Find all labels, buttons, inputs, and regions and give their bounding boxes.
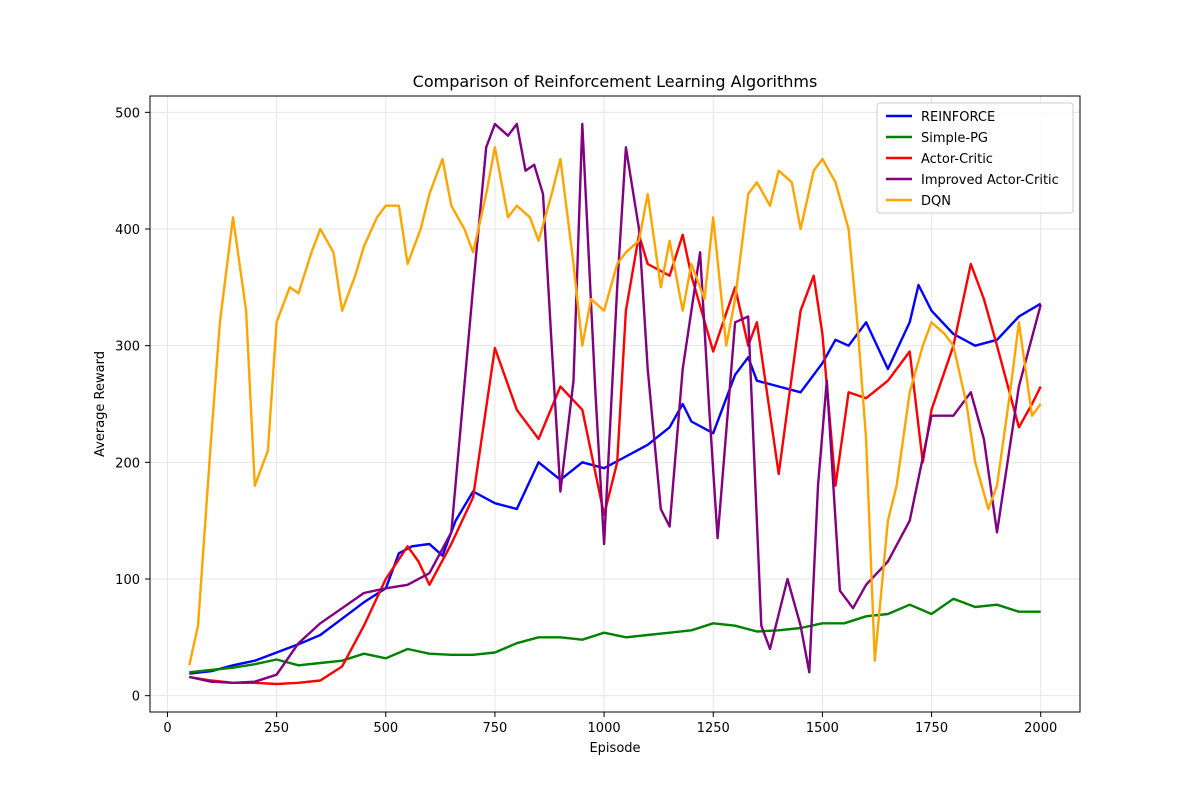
x-tick-label: 1750 <box>915 721 948 736</box>
legend-box <box>876 102 1074 214</box>
y-tick-label: 100 <box>115 573 140 588</box>
x-tick-label: 250 <box>264 721 289 736</box>
ticks: 0 250 500 750 1000 1250 1500 1750 2000 0 100 200 300… <box>115 106 1057 736</box>
y-tick-label: 0 <box>132 690 140 705</box>
x-tick-label: 1250 <box>697 721 730 736</box>
legend: REINFORCE Simple-PG Actor-Critic Improved A… <box>876 102 1074 214</box>
legend-label: REINFORCE <box>921 110 995 125</box>
x-tick-label: 0 <box>163 721 171 736</box>
x-tick-label: 1500 <box>806 721 839 736</box>
x-axis-label: Episode <box>589 741 640 756</box>
axes-frame <box>149 95 1081 713</box>
x-tick-label: 1000 <box>588 721 621 736</box>
x-tick-label: 500 <box>373 721 398 736</box>
series-line-dqn <box>188 146 1042 666</box>
series-line-improved-actor-critic <box>189 122 1042 684</box>
y-tick-label: 300 <box>115 340 140 355</box>
series-line-simple-pg <box>189 597 1041 674</box>
legend-label: Improved Actor-Critic <box>921 173 1059 188</box>
x-tick-label: 750 <box>483 721 508 736</box>
legend-label: Simple-PG <box>921 131 988 146</box>
chart-title: Comparison of Reinforcement Learning Alg… <box>413 72 818 91</box>
legend-label: DQN <box>921 194 951 209</box>
y-tick-label: 200 <box>115 456 140 471</box>
y-tick-label: 500 <box>115 106 140 121</box>
series-line-reinforce <box>189 283 1042 675</box>
plot-lines <box>188 122 1042 686</box>
legend-label: Actor-Critic <box>921 152 993 167</box>
x-tick-label: 2000 <box>1024 721 1057 736</box>
y-tick-label: 400 <box>115 223 140 238</box>
y-axis-label: Average Reward <box>93 351 108 457</box>
